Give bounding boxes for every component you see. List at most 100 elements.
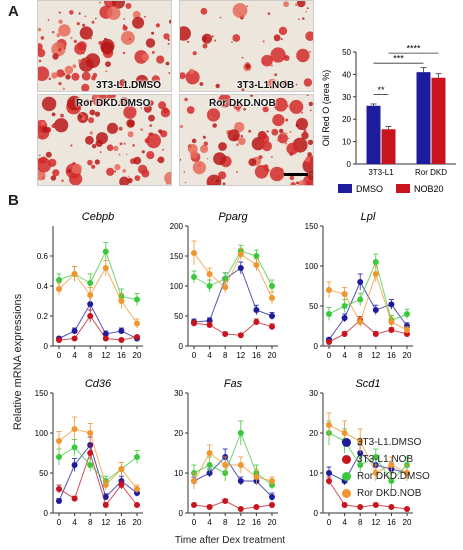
lipid-droplet [305, 180, 313, 185]
data-point [372, 454, 379, 460]
line-y-tick-label: 20 [309, 429, 318, 438]
line-x-tick-label: 20 [268, 518, 277, 527]
line-y-tick-label: 10 [309, 469, 318, 478]
bar-category-label: 3T3-L1 [368, 168, 394, 177]
lipid-droplet [67, 168, 72, 174]
lipid-droplet [298, 18, 300, 21]
lipid-droplet [60, 113, 64, 118]
line-x-tick-label: 16 [117, 518, 126, 527]
lipid-droplet [114, 170, 117, 173]
series-line [193, 321, 273, 336]
lipid-droplet [241, 56, 244, 59]
scale-bar [284, 173, 308, 176]
bar-legend-swatch [338, 184, 352, 193]
lipid-droplet [61, 179, 64, 183]
data-point [357, 438, 364, 444]
lipid-droplet [274, 73, 278, 77]
lipid-droplet [248, 158, 257, 167]
legend-item: 3T3-L1.DMSO [342, 435, 430, 449]
lipid-droplet [283, 1, 289, 8]
data-point [269, 283, 275, 289]
lipid-droplet [48, 77, 51, 81]
series-line [193, 500, 273, 510]
panel-letter-b: B [8, 192, 19, 209]
lipid-droplet [309, 51, 311, 53]
lipid-droplet [218, 142, 227, 151]
data-point [87, 313, 94, 319]
data-point [341, 502, 348, 508]
lipid-droplet [180, 26, 191, 41]
lipid-droplet [43, 120, 45, 122]
line-x-tick-label: 12 [101, 351, 110, 360]
line-y-tick-label: 150 [170, 252, 184, 261]
data-point [206, 504, 213, 510]
lipid-droplet [70, 144, 73, 147]
data-point [87, 450, 94, 456]
line-x-tick-label: 12 [371, 351, 380, 360]
line-x-tick-label: 8 [223, 518, 228, 527]
lipid-droplet [180, 124, 184, 129]
lipid-droplet [232, 3, 248, 18]
line-x-tick-label: 4 [72, 351, 77, 360]
lipid-droplet [99, 151, 102, 153]
lipid-droplet [38, 168, 40, 171]
micrograph-label: Ror DKD.DMSO [76, 98, 151, 109]
lipid-droplet [285, 132, 288, 135]
lipid-droplet [151, 51, 155, 54]
legend-item: Ror DKD.NOB [342, 486, 430, 500]
lipid-droplet [54, 118, 69, 133]
data-point [206, 271, 213, 277]
bar [366, 105, 381, 164]
data-point [404, 470, 410, 476]
lipid-droplet [269, 166, 285, 182]
line-y-tick-label: 30 [174, 389, 183, 398]
lipid-droplet [295, 3, 298, 6]
data-point [87, 430, 94, 436]
line-x-tick-label: 12 [236, 518, 245, 527]
lipid-droplet [282, 118, 285, 120]
lipid-droplet [188, 68, 195, 75]
lipid-droplet [114, 164, 121, 171]
lipid-droplet [238, 137, 246, 145]
lipid-droplet [123, 105, 137, 119]
lipid-droplet [162, 148, 164, 151]
line-x-tick-label: 8 [358, 518, 363, 527]
lipid-droplet [271, 156, 273, 158]
lipid-droplet [206, 108, 221, 122]
lipid-droplet [87, 159, 93, 166]
lipid-droplet [295, 83, 298, 86]
lipid-droplet [91, 164, 96, 169]
data-point [71, 495, 78, 502]
lipid-droplet [167, 42, 170, 45]
lipid-droplet [192, 51, 197, 56]
lipid-droplet [56, 33, 61, 38]
lipid-droplet [64, 65, 74, 75]
data-point [404, 506, 410, 512]
lipid-droplet [234, 121, 245, 133]
bar-legend-label: DMSO [356, 184, 383, 194]
lipid-droplet [94, 159, 100, 165]
lipid-droplet [95, 17, 97, 20]
lipid-droplet [58, 48, 62, 52]
lipid-droplet [41, 96, 57, 112]
data-point [237, 478, 244, 484]
line-y-tick-label: 0 [179, 509, 184, 518]
bar-y-tick-label: 0 [347, 160, 352, 169]
lipid-droplet [187, 40, 190, 44]
line-y-tick-label: 0 [314, 509, 319, 518]
line-x-tick-label: 12 [101, 518, 110, 527]
data-point [326, 470, 332, 476]
lipid-droplet [91, 144, 97, 149]
data-point [269, 313, 275, 319]
line-x-tick-label: 8 [358, 351, 363, 360]
lipid-droplet [71, 163, 82, 174]
data-point [372, 331, 379, 337]
data-point [341, 303, 348, 309]
lipid-droplet [99, 1, 102, 4]
data-point [388, 327, 395, 333]
data-point [269, 478, 275, 484]
oil-red-bar-chart: 0 10 20 30 40 50 Oil Red O (area %) 3T3-L1 Ror D… [321, 44, 456, 194]
data-point [87, 462, 94, 468]
data-point [71, 328, 78, 334]
lipid-droplet [213, 152, 227, 166]
